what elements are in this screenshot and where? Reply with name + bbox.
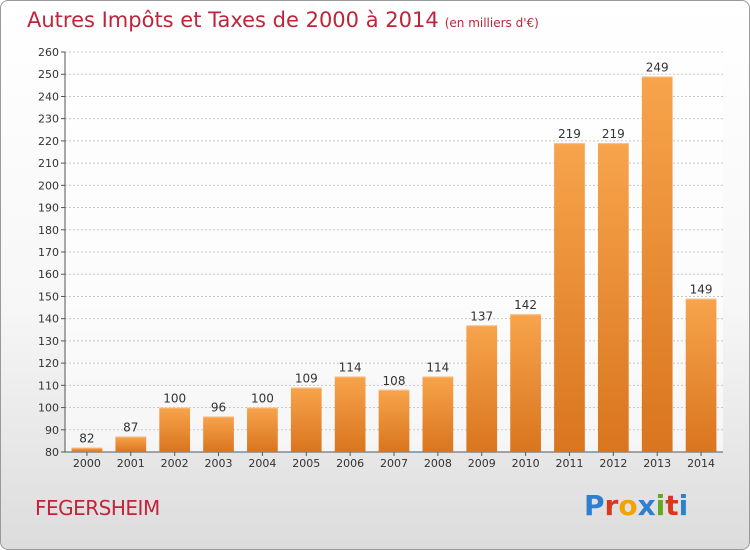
- x-tick-label: 2013: [643, 457, 671, 470]
- bar: [203, 416, 234, 452]
- x-tick-label: 2001: [117, 457, 145, 470]
- data-label: 149: [690, 283, 713, 297]
- data-label: 82: [79, 432, 94, 446]
- data-label: 87: [123, 420, 138, 434]
- x-tick-label: 2002: [161, 457, 189, 470]
- y-tick-label: 110: [38, 379, 59, 392]
- y-tick-label: 190: [38, 202, 59, 215]
- data-label: 114: [426, 360, 449, 374]
- y-tick-label: 240: [38, 90, 59, 103]
- logo-letter: o: [618, 489, 638, 522]
- logo-letter: t: [665, 489, 679, 522]
- bar: [422, 376, 454, 452]
- y-tick-label: 260: [38, 46, 59, 59]
- bar: [115, 436, 147, 452]
- chart-title-text: Autres Impôts et Taxes de 2000 à 2014: [27, 8, 439, 32]
- chart-subtitle: (en milliers d'€): [444, 16, 539, 30]
- y-tick-label: 170: [38, 246, 59, 259]
- data-label: 137: [470, 309, 493, 323]
- x-tick-label: 2004: [248, 457, 276, 470]
- x-tick-label: 2007: [380, 457, 408, 470]
- proxiti-logo[interactable]: Proxiti: [584, 489, 688, 522]
- bar: [685, 298, 717, 452]
- logo-letter: i: [678, 489, 689, 522]
- y-tick-label: 120: [38, 357, 59, 370]
- y-tick-label: 100: [38, 402, 59, 415]
- data-label: 100: [163, 392, 186, 406]
- data-label: 100: [251, 392, 274, 406]
- y-tick-label: 160: [38, 268, 59, 281]
- logo-letter: r: [604, 489, 619, 522]
- bar: [554, 143, 585, 452]
- x-tick-label: 2003: [205, 457, 233, 470]
- bar: [71, 447, 103, 452]
- bar: [247, 407, 278, 452]
- logo-letter: i: [655, 489, 666, 522]
- bar: [378, 389, 410, 452]
- data-label: 109: [295, 372, 318, 386]
- x-tick-label: 2009: [468, 457, 496, 470]
- y-tick-label: 80: [45, 446, 59, 459]
- y-tick-label: 140: [38, 313, 59, 326]
- y-tick-label: 210: [38, 157, 59, 170]
- data-label: 96: [211, 400, 226, 414]
- x-tick-label: 2012: [599, 457, 627, 470]
- x-tick-label: 2006: [336, 457, 364, 470]
- y-tick-label: 180: [38, 224, 59, 237]
- x-tick-label: 2005: [292, 457, 320, 470]
- chart-title: Autres Impôts et Taxes de 2000 à 2014 (en…: [27, 8, 539, 32]
- y-tick-label: 150: [38, 290, 59, 303]
- data-label: 219: [558, 127, 581, 141]
- bar: [159, 407, 191, 452]
- x-tick-label: 2008: [424, 457, 452, 470]
- bar: [641, 76, 673, 452]
- bar: [510, 314, 541, 452]
- y-tick-label: 250: [38, 68, 59, 81]
- data-label: 219: [602, 127, 625, 141]
- logo-letter: P: [584, 489, 605, 522]
- y-tick-label: 90: [45, 424, 59, 437]
- bar: [290, 387, 322, 452]
- x-tick-label: 2014: [687, 457, 715, 470]
- data-label: 114: [339, 360, 362, 374]
- x-tick-label: 2010: [512, 457, 540, 470]
- commune-name: FEGERSHEIM: [35, 496, 160, 520]
- data-label: 108: [383, 374, 406, 388]
- bar: [334, 376, 366, 452]
- x-tick-label: 2000: [73, 457, 101, 470]
- y-tick-label: 200: [38, 179, 59, 192]
- bar: [466, 325, 498, 452]
- data-label: 142: [514, 298, 537, 312]
- x-tick-label: 2011: [555, 457, 583, 470]
- y-tick-label: 130: [38, 335, 59, 348]
- data-label: 249: [646, 60, 669, 74]
- y-tick-label: 230: [38, 113, 59, 126]
- logo-letter: x: [637, 489, 656, 522]
- bar: [597, 143, 629, 452]
- y-tick-label: 220: [38, 135, 59, 148]
